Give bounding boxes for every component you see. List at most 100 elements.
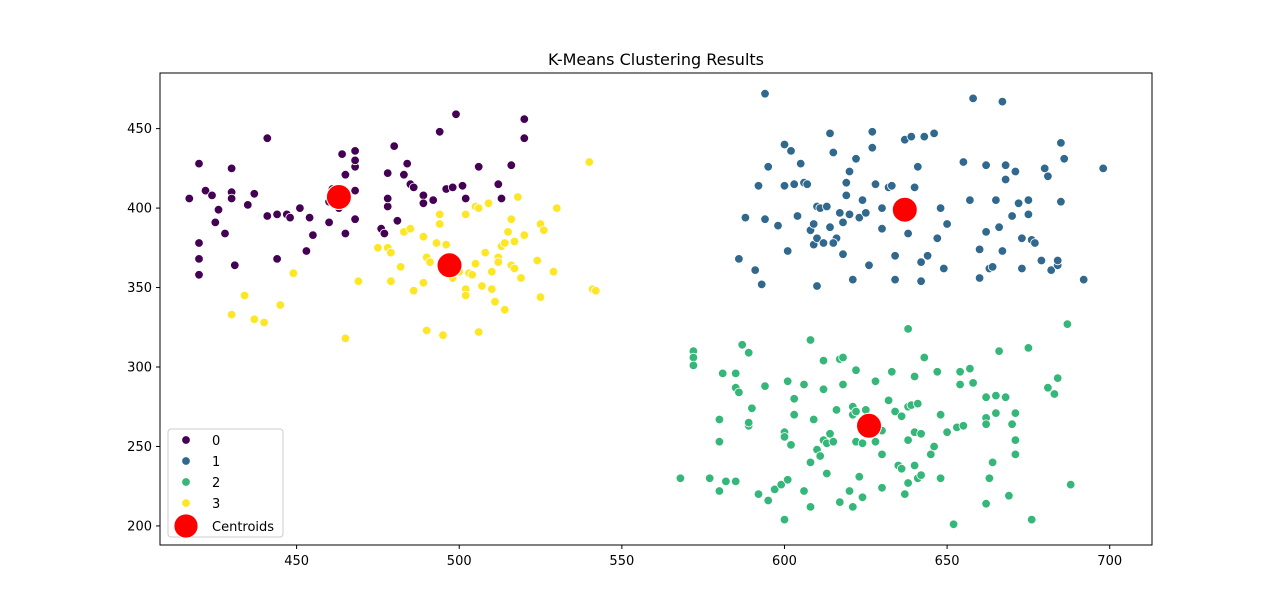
point-cluster-1: [854, 212, 865, 223]
point-cluster-1: [763, 162, 773, 172]
point-cluster-1: [968, 93, 978, 104]
point-cluster-0: [262, 211, 273, 221]
point-cluster-0: [194, 238, 204, 248]
point-cluster-3: [483, 198, 494, 209]
point-cluster-2: [744, 348, 754, 358]
point-cluster-2: [896, 411, 907, 422]
point-cluster-1: [812, 233, 822, 244]
y-tick-label: 350: [127, 281, 152, 296]
point-cluster-3: [509, 236, 520, 247]
chart-title: K-Means Clustering Results: [548, 50, 764, 69]
point-cluster-3: [493, 257, 504, 267]
point-cluster-3: [396, 262, 406, 272]
legend-marker: [173, 513, 199, 539]
point-cluster-1: [958, 157, 969, 167]
point-cluster-2: [770, 484, 780, 495]
point-cluster-3: [418, 278, 429, 288]
point-cluster-3: [386, 247, 396, 258]
point-cluster-2: [747, 403, 757, 414]
point-cluster-2: [779, 514, 790, 525]
point-cluster-0: [418, 198, 429, 209]
point-cluster-2: [870, 376, 881, 387]
point-cluster-3: [435, 209, 445, 220]
point-cluster-2: [994, 346, 1004, 356]
point-cluster-3: [405, 223, 416, 234]
point-cluster-2: [926, 449, 936, 460]
point-cluster-2: [1026, 514, 1037, 525]
x-tick-label: 500: [447, 554, 472, 569]
point-cluster-0: [461, 193, 471, 204]
legend-label: 0: [212, 434, 220, 449]
point-cluster-2: [805, 457, 816, 468]
point-cluster-2: [984, 473, 995, 484]
point-cluster-1: [1059, 154, 1069, 164]
point-cluster-0: [304, 212, 315, 223]
point-cluster-0: [184, 193, 195, 204]
centroid-marker: [325, 184, 352, 210]
point-cluster-1: [1043, 171, 1053, 182]
point-cluster-1: [789, 179, 799, 189]
point-cluster-1: [779, 181, 790, 191]
point-cluster-3: [425, 257, 435, 267]
point-cluster-0: [350, 214, 360, 224]
point-cluster-2: [799, 379, 809, 390]
point-cluster-1: [844, 166, 855, 177]
point-cluster-2: [753, 489, 764, 499]
point-cluster-3: [519, 230, 530, 240]
y-tick-label: 300: [127, 361, 152, 376]
point-cluster-1: [1023, 209, 1034, 220]
point-cluster-1: [1039, 163, 1050, 174]
point-cluster-1: [851, 154, 861, 164]
point-cluster-1: [1000, 174, 1011, 185]
point-cluster-2: [786, 440, 796, 450]
point-cluster-2: [688, 352, 699, 363]
point-cluster-3: [503, 227, 513, 237]
point-cluster-1: [753, 181, 764, 191]
point-cluster-3: [506, 214, 517, 224]
point-cluster-1: [909, 182, 920, 193]
point-cluster-2: [760, 381, 770, 391]
point-cluster-1: [1046, 265, 1056, 275]
point-cluster-2: [783, 475, 793, 485]
point-cluster-2: [838, 379, 848, 390]
point-cluster-1: [861, 208, 871, 218]
point-cluster-1: [1023, 195, 1034, 205]
x-tick-label: 550: [609, 554, 634, 569]
point-cluster-1: [1007, 211, 1017, 221]
point-cluster-1: [828, 238, 839, 248]
point-cluster-1: [916, 257, 926, 267]
point-cluster-2: [688, 360, 699, 371]
point-cluster-1: [796, 158, 806, 169]
point-cluster-0: [519, 133, 530, 143]
point-cluster-1: [812, 281, 822, 291]
point-cluster-1: [786, 146, 796, 156]
point-cluster-2: [805, 502, 816, 512]
point-cluster-2: [1000, 392, 1011, 402]
point-cluster-1: [750, 265, 760, 275]
point-cluster-2: [955, 367, 965, 377]
point-cluster-2: [896, 464, 907, 474]
point-cluster-2: [932, 367, 943, 377]
point-cluster-2: [903, 435, 913, 445]
point-cluster-1: [890, 251, 900, 261]
point-cluster-0: [350, 155, 360, 166]
point-cluster-2: [844, 486, 855, 496]
point-cluster-3: [474, 327, 484, 337]
point-cluster-3: [340, 333, 351, 344]
point-cluster-1: [867, 142, 878, 153]
point-cluster-2: [799, 486, 809, 496]
point-cluster-0: [418, 190, 429, 201]
point-cluster-1: [867, 127, 878, 137]
point-cluster-1: [848, 274, 858, 285]
point-cluster-1: [1030, 238, 1040, 248]
point-cluster-2: [981, 392, 991, 402]
point-cluster-3: [386, 276, 396, 286]
point-cluster-2: [854, 472, 865, 482]
point-cluster-3: [474, 203, 484, 213]
point-cluster-0: [435, 127, 445, 137]
point-cluster-2: [721, 476, 731, 487]
point-cluster-3: [409, 286, 419, 296]
point-cluster-2: [744, 417, 754, 428]
point-cluster-2: [789, 394, 799, 404]
point-cluster-2: [828, 437, 839, 447]
